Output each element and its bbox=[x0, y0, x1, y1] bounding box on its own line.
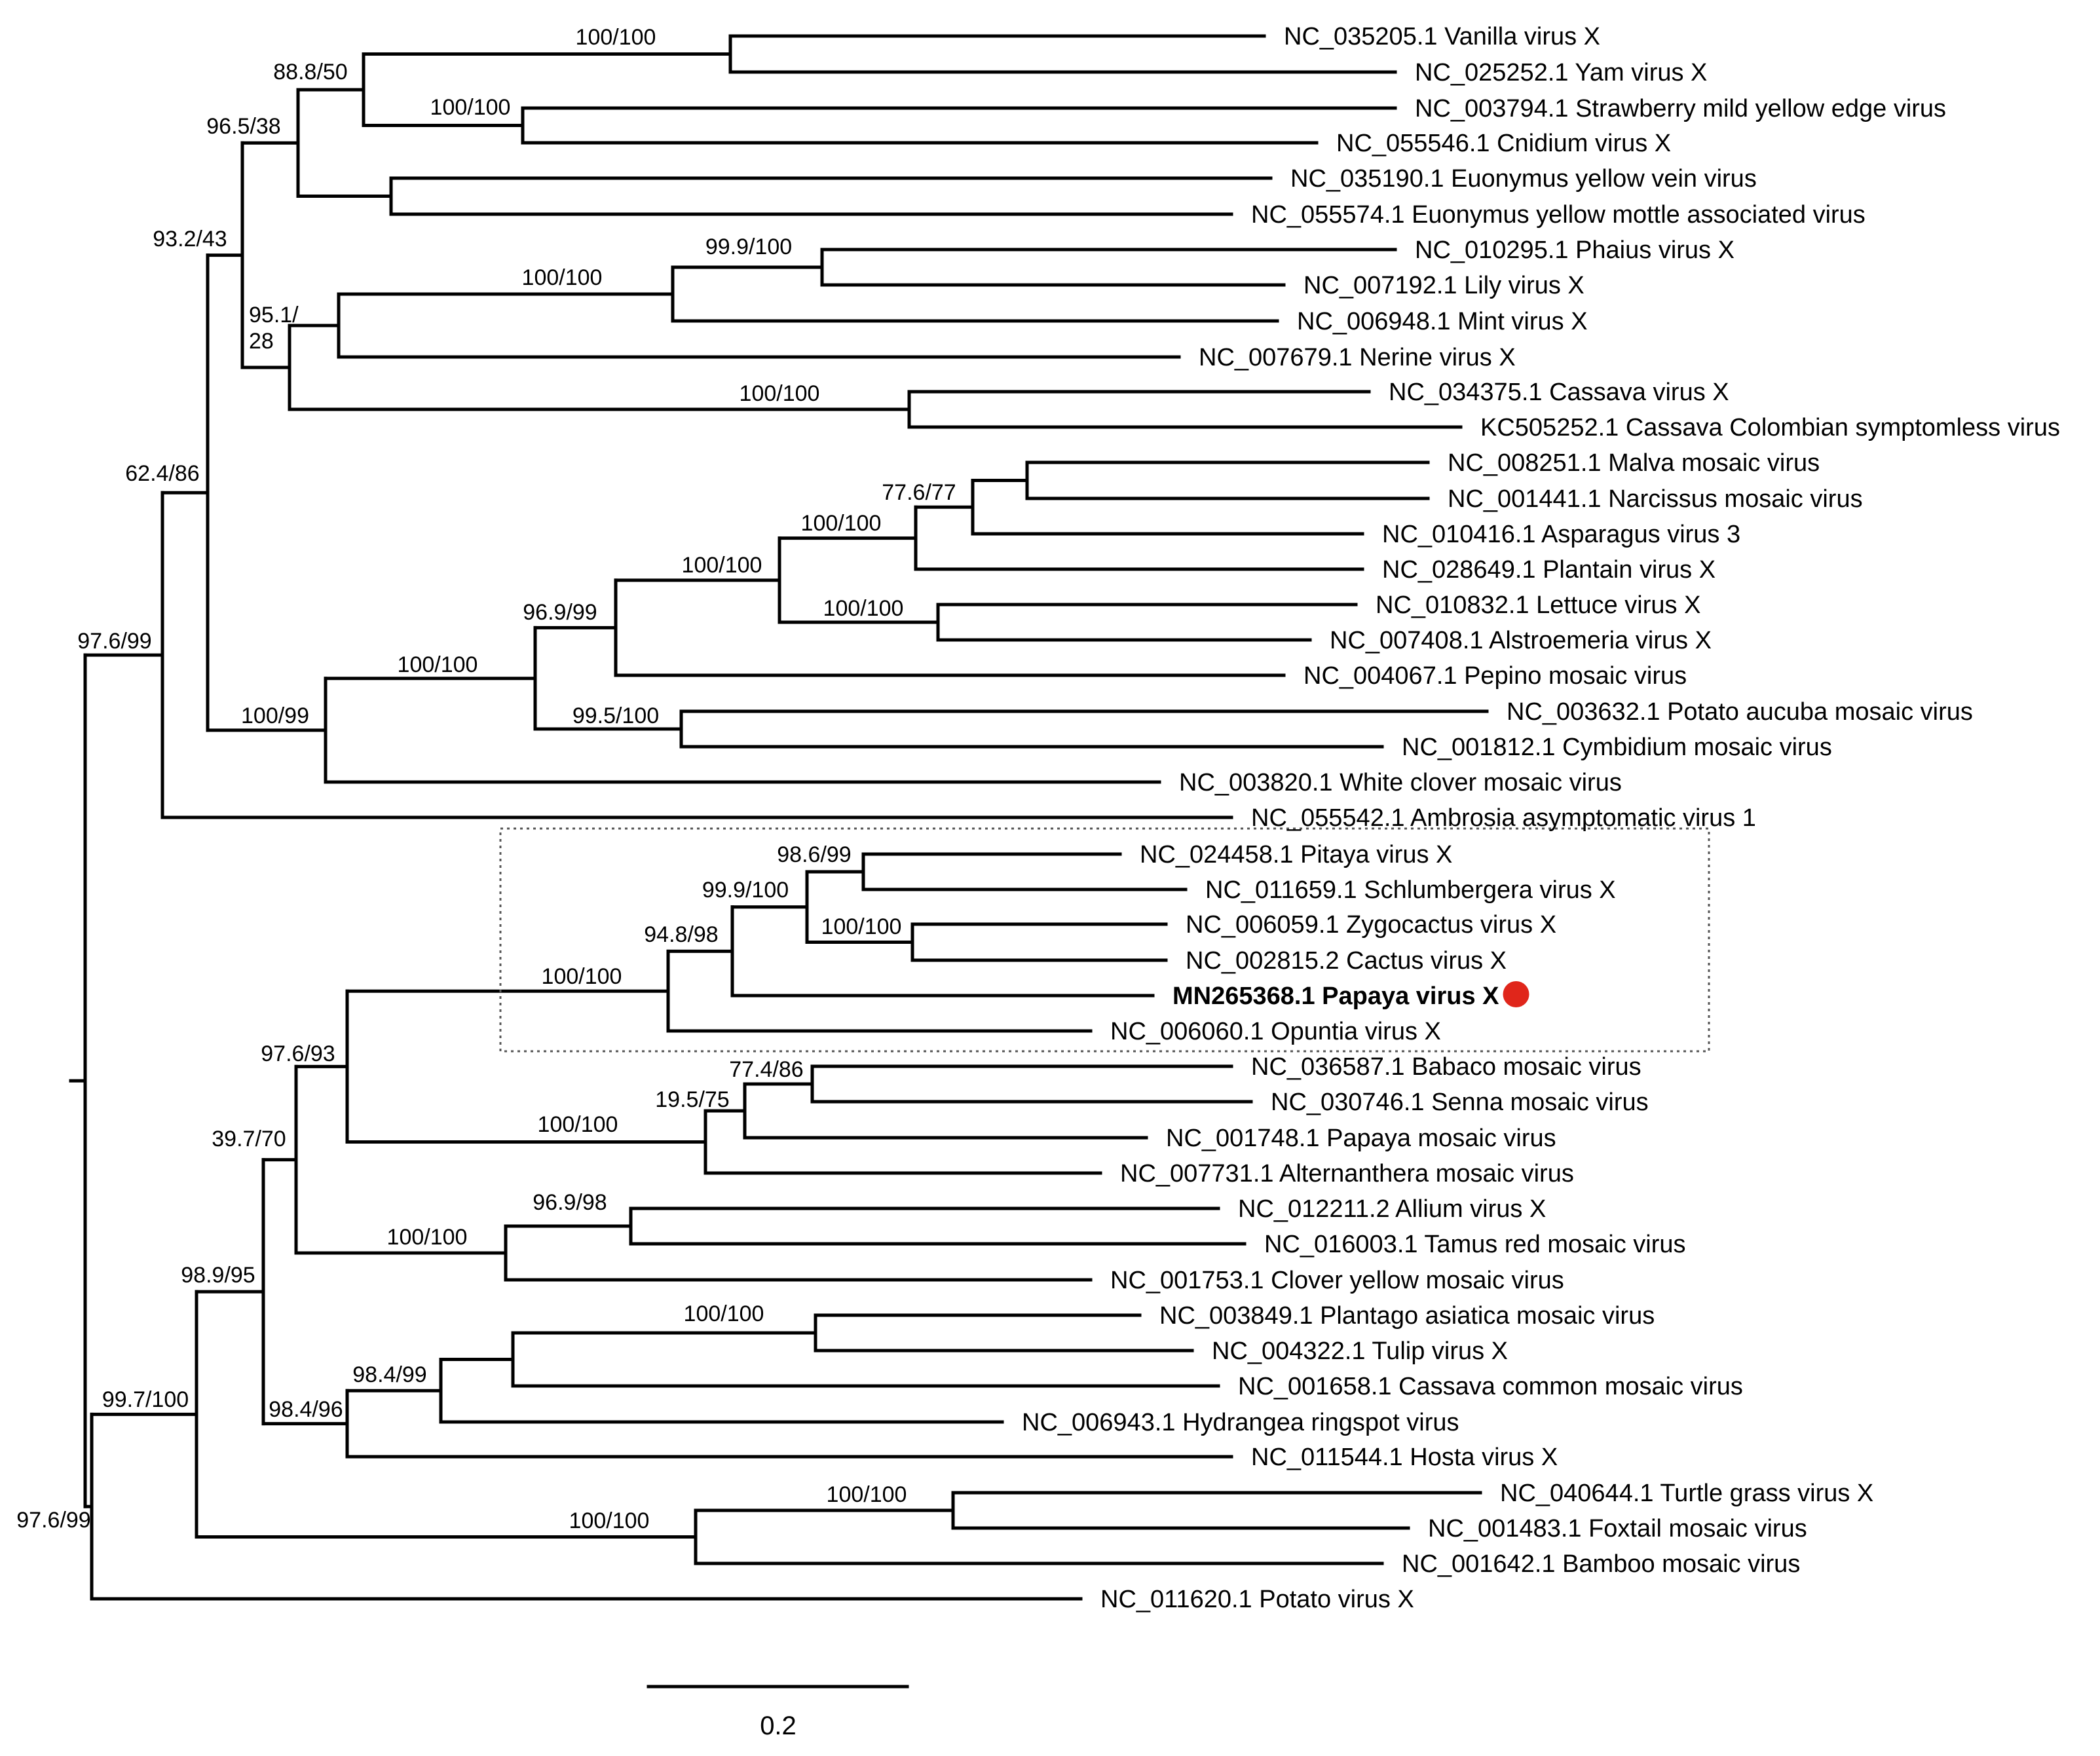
tip-label: NC_055546.1 Cnidium virus X bbox=[1336, 130, 1671, 157]
scale-bar-label: 0.2 bbox=[760, 1711, 797, 1740]
support-value: 98.4/96 bbox=[269, 1397, 343, 1422]
tip-label: NC_028649.1 Plantain virus X bbox=[1382, 556, 1716, 584]
tip-label: NC_001748.1 Papaya mosaic virus bbox=[1166, 1125, 1556, 1152]
support-value: 93.2/43 bbox=[153, 227, 227, 252]
support-value: 100/100 bbox=[823, 596, 904, 621]
tip-label: NC_001483.1 Foxtail mosaic virus bbox=[1428, 1515, 1807, 1542]
support-value: 100/100 bbox=[542, 964, 622, 989]
support-value: 77.6/77 bbox=[882, 480, 956, 505]
support-value: 77.4/86 bbox=[729, 1057, 803, 1082]
tip-label: NC_008251.1 Malva mosaic virus bbox=[1448, 449, 1820, 477]
support-value: 98.4/99 bbox=[352, 1362, 426, 1387]
support-value: 100/100 bbox=[682, 553, 762, 578]
tip-label: NC_002815.2 Cactus virus X bbox=[1186, 947, 1507, 975]
support-value: 19.5/75 bbox=[655, 1087, 729, 1112]
tip-label: NC_016003.1 Tamus red mosaic virus bbox=[1264, 1231, 1686, 1258]
support-value: 100/100 bbox=[398, 652, 478, 677]
tip-label: KC505252.1 Cassava Colombian symptomless… bbox=[1480, 414, 2060, 441]
tip-label: MN265368.1 Papaya virus X bbox=[1172, 982, 1499, 1010]
support-value: 97.6/93 bbox=[261, 1041, 335, 1066]
support-values: 100/100 100/100 88.8/50 96.5/38 99.9/100 100/… bbox=[16, 25, 956, 1533]
support-value: 100/100 bbox=[430, 95, 511, 120]
support-value: 100/100 bbox=[576, 25, 656, 50]
support-value: 100/100 bbox=[569, 1508, 650, 1533]
support-value: 96.9/99 bbox=[523, 600, 597, 625]
support-value: 98.9/95 bbox=[181, 1263, 255, 1288]
support-value: 100/100 bbox=[740, 381, 820, 406]
support-value: 94.8/98 bbox=[644, 922, 718, 947]
support-value: 98.6/99 bbox=[777, 842, 851, 867]
tip-label: NC_003794.1 Strawberry mild yellow edge … bbox=[1415, 95, 1946, 122]
tip-labels: NC_035205.1 Vanilla virus X NC_025252.1 Y… bbox=[1022, 23, 2060, 1613]
tip-label: NC_011659.1 Schlumbergera virus X bbox=[1205, 876, 1616, 904]
support-value: 100/100 bbox=[684, 1301, 764, 1326]
tip-label: NC_030746.1 Senna mosaic virus bbox=[1271, 1089, 1649, 1116]
tree-branches bbox=[69, 34, 1489, 1601]
support-value: 39.7/70 bbox=[212, 1127, 286, 1151]
tip-label: NC_040644.1 Turtle grass virus X bbox=[1500, 1480, 1873, 1507]
tip-label: NC_055574.1 Euonymus yellow mottle assoc… bbox=[1251, 201, 1866, 229]
tip-label: NC_001658.1 Cassava common mosaic virus bbox=[1238, 1373, 1743, 1400]
tip-label: NC_004067.1 Pepino mosaic virus bbox=[1303, 662, 1687, 690]
support-value: 97.6/99 bbox=[16, 1508, 90, 1533]
tip-label: NC_003849.1 Plantago asiatica mosaic vir… bbox=[1159, 1302, 1655, 1330]
tip-label: NC_025252.1 Yam virus X bbox=[1415, 59, 1707, 86]
tip-label: NC_007679.1 Nerine virus X bbox=[1199, 344, 1516, 371]
support-value: 100/100 bbox=[522, 265, 603, 290]
tip-label: NC_007192.1 Lily virus X bbox=[1303, 272, 1584, 299]
support-value: 96.9/98 bbox=[533, 1190, 607, 1215]
tip-label: NC_006060.1 Opuntia virus X bbox=[1110, 1018, 1441, 1045]
highlight-clade-box bbox=[499, 827, 1710, 1053]
support-value: 100/100 bbox=[801, 511, 882, 536]
support-value: 99.9/100 bbox=[702, 878, 789, 903]
tip-label: NC_035190.1 Euonymus yellow vein virus bbox=[1290, 165, 1757, 193]
support-value: 99.9/100 bbox=[705, 234, 792, 259]
tip-label: NC_024458.1 Pitaya virus X bbox=[1140, 841, 1452, 869]
support-value: 100/99 bbox=[241, 703, 309, 728]
tip-label: NC_003632.1 Potato aucuba mosaic virus bbox=[1507, 698, 1973, 726]
tip-label: NC_004322.1 Tulip virus X bbox=[1212, 1337, 1508, 1365]
support-value: 97.6/99 bbox=[77, 629, 151, 654]
tip-label: NC_010295.1 Phaius virus X bbox=[1415, 236, 1734, 264]
support-value: 100/100 bbox=[387, 1225, 468, 1250]
tip-label: NC_001441.1 Narcissus mosaic virus bbox=[1448, 485, 1863, 513]
support-value: 62.4/86 bbox=[125, 461, 199, 486]
support-value: 96.5/38 bbox=[206, 114, 280, 139]
tip-label: NC_006948.1 Mint virus X bbox=[1297, 308, 1588, 335]
tip-label: NC_035205.1 Vanilla virus X bbox=[1284, 23, 1600, 50]
tip-label: NC_007408.1 Alstroemeria virus X bbox=[1330, 627, 1712, 654]
tip-label: NC_055542.1 Ambrosia asymptomatic virus … bbox=[1251, 804, 1756, 832]
tip-label: NC_003820.1 White clover mosaic virus bbox=[1179, 769, 1622, 796]
support-value: 100/100 bbox=[821, 914, 902, 939]
tip-label: NC_007731.1 Alternanthera mosaic virus bbox=[1120, 1160, 1574, 1187]
support-value: 95.1/ bbox=[249, 303, 299, 327]
tip-label: NC_012211.2 Allium virus X bbox=[1238, 1195, 1546, 1223]
tip-label: NC_034375.1 Cassava virus X bbox=[1389, 379, 1729, 406]
tip-label: NC_001812.1 Cymbidium mosaic virus bbox=[1402, 734, 1832, 761]
support-value: 100/100 bbox=[827, 1482, 907, 1507]
support-value: 99.5/100 bbox=[572, 703, 659, 728]
support-value: 28 bbox=[249, 329, 274, 354]
tip-label: NC_001753.1 Clover yellow mosaic virus bbox=[1110, 1267, 1564, 1294]
highlight-dot-icon bbox=[1503, 981, 1529, 1007]
support-value: 99.7/100 bbox=[102, 1387, 189, 1412]
tip-label: NC_006943.1 Hydrangea ringspot virus bbox=[1022, 1409, 1459, 1436]
tip-label: NC_001642.1 Bamboo mosaic virus bbox=[1402, 1550, 1800, 1578]
tip-label: NC_010832.1 Lettuce virus X bbox=[1376, 591, 1700, 619]
tip-label: NC_006059.1 Zygocactus virus X bbox=[1186, 911, 1556, 939]
support-value: 100/100 bbox=[538, 1112, 618, 1137]
tip-label: NC_010416.1 Asparagus virus 3 bbox=[1382, 521, 1740, 548]
support-value: 88.8/50 bbox=[273, 60, 347, 84]
tip-label: NC_036587.1 Babaco mosaic virus bbox=[1251, 1053, 1641, 1081]
tip-label: NC_011544.1 Hosta virus X bbox=[1251, 1444, 1558, 1471]
tip-label: NC_011620.1 Potato virus X bbox=[1100, 1586, 1414, 1613]
